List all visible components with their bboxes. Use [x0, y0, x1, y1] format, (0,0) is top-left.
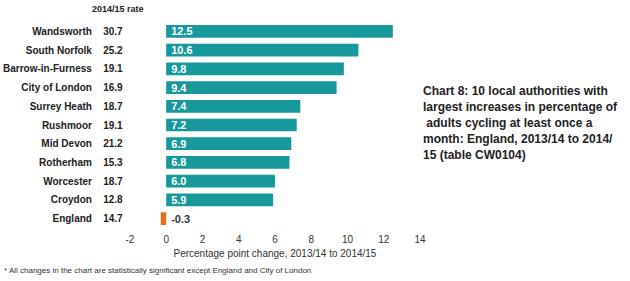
- svg-text:South Norfolk: South Norfolk: [26, 45, 93, 56]
- svg-text:2014/15 rate: 2014/15 rate: [92, 4, 144, 14]
- svg-text:Rotherham: Rotherham: [39, 157, 92, 168]
- svg-text:18.7: 18.7: [103, 101, 123, 112]
- svg-text:-0.3: -0.3: [171, 213, 190, 225]
- svg-text:7.2: 7.2: [171, 119, 186, 131]
- svg-text:Croydon: Croydon: [51, 194, 92, 205]
- svg-text:9.8: 9.8: [171, 63, 186, 75]
- svg-text:21.2: 21.2: [103, 138, 123, 149]
- svg-text:16.9: 16.9: [103, 82, 123, 93]
- svg-text:14.7: 14.7: [103, 213, 123, 224]
- svg-text:18.7: 18.7: [103, 176, 123, 187]
- svg-text:4: 4: [236, 234, 242, 245]
- svg-text:0: 0: [163, 234, 169, 245]
- svg-text:8: 8: [308, 234, 314, 245]
- svg-text:19.1: 19.1: [103, 63, 123, 74]
- svg-text:6.0: 6.0: [171, 175, 186, 187]
- svg-text:Percentage point change, 2013/: Percentage point change, 2013/14 to 2014…: [173, 248, 376, 259]
- svg-text:12.8: 12.8: [103, 194, 123, 205]
- svg-text:14: 14: [414, 234, 426, 245]
- svg-text:Chart 8: 10 local authorities: Chart 8: 10 local authorities with: [423, 84, 611, 98]
- svg-text:-2: -2: [125, 234, 134, 245]
- svg-text:5.9: 5.9: [171, 194, 186, 206]
- svg-text:7.4: 7.4: [171, 100, 187, 112]
- svg-text:City of London: City of London: [21, 82, 92, 93]
- svg-text:15 (table CW0104): 15 (table CW0104): [423, 148, 526, 162]
- svg-text:6.8: 6.8: [171, 156, 186, 168]
- svg-text:largest increases in percentag: largest increases in percentage of: [423, 100, 618, 114]
- svg-text:6.9: 6.9: [171, 138, 186, 150]
- svg-text:10.6: 10.6: [171, 44, 192, 56]
- svg-text:Rushmoor: Rushmoor: [42, 120, 92, 131]
- svg-text:25.2: 25.2: [103, 45, 123, 56]
- svg-text:2: 2: [200, 234, 206, 245]
- svg-text:12: 12: [378, 234, 390, 245]
- svg-text:adults cycling at least once a: adults cycling at least once a: [423, 116, 596, 130]
- svg-text:15.3: 15.3: [103, 157, 123, 168]
- svg-text:Worcester: Worcester: [43, 176, 92, 187]
- svg-text:6: 6: [272, 234, 278, 245]
- svg-text:Wandsworth: Wandsworth: [32, 26, 92, 37]
- svg-text:9.4: 9.4: [171, 82, 187, 94]
- svg-text:month: England, 2013/14 to 201: month: England, 2013/14 to 2014/: [423, 132, 613, 146]
- svg-text:10: 10: [342, 234, 354, 245]
- svg-text:Mid Devon: Mid Devon: [41, 138, 92, 149]
- svg-text:12.5: 12.5: [171, 25, 192, 37]
- svg-text:30.7: 30.7: [103, 26, 123, 37]
- svg-text:Surrey Heath: Surrey Heath: [30, 101, 92, 112]
- svg-text:* All changes in the chart are: * All changes in the chart are statistic…: [4, 266, 311, 275]
- svg-text:England: England: [52, 213, 91, 224]
- svg-text:19.1: 19.1: [103, 120, 123, 131]
- svg-text:Barrow-in-Furness: Barrow-in-Furness: [3, 63, 92, 74]
